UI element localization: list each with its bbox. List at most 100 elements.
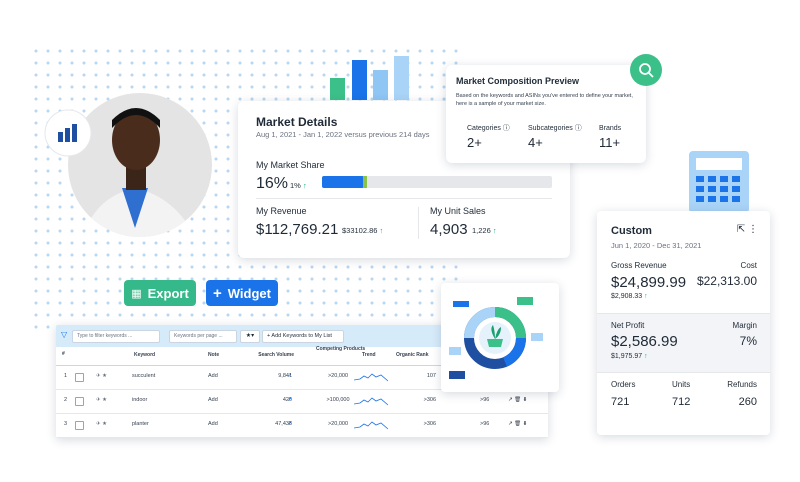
column-header: Organic Rank bbox=[396, 352, 429, 358]
change-value: $33102.86 bbox=[342, 226, 378, 235]
label: Orders bbox=[611, 380, 636, 389]
cell: 2 bbox=[64, 397, 68, 403]
filter-icon: ▽ bbox=[61, 330, 68, 339]
cell: succulent bbox=[132, 373, 156, 379]
row-checkbox bbox=[75, 421, 84, 430]
date-range: Aug 1, 2021 - Jan 1, 2022 versus previou… bbox=[256, 130, 430, 139]
label: Gross Revenue bbox=[611, 261, 667, 270]
label: Net Profit bbox=[611, 321, 645, 330]
cell: 47,438 bbox=[275, 421, 292, 427]
table-row bbox=[56, 365, 548, 390]
value: 16% bbox=[256, 175, 289, 192]
table-row bbox=[56, 389, 548, 414]
label: Margin bbox=[732, 321, 757, 330]
stat-value: 4+ bbox=[528, 135, 543, 150]
profile-photo bbox=[44, 93, 212, 237]
cell: >306 bbox=[423, 421, 436, 427]
add-keywords-button[interactable]: + Add Keywords to My List bbox=[262, 330, 344, 343]
row-icons: ✈ ★ bbox=[96, 373, 108, 379]
change-value: 1% bbox=[290, 181, 301, 190]
value: $112,769.21 bbox=[256, 221, 339, 238]
sparkline bbox=[354, 373, 388, 382]
column-header: Trend bbox=[362, 352, 376, 358]
sparkline bbox=[354, 421, 388, 430]
cell: >96 bbox=[480, 421, 490, 427]
column-header: Note bbox=[208, 352, 220, 358]
row-checkbox bbox=[75, 397, 84, 406]
change-value: $1,975.97 bbox=[611, 353, 643, 360]
bar-decoration bbox=[330, 56, 409, 100]
stat-label: Categories ⓘ bbox=[467, 125, 510, 132]
card-title: Market Details bbox=[256, 115, 338, 129]
label: My Market Share bbox=[256, 160, 325, 170]
widget-button[interactable]: + Widget bbox=[206, 280, 278, 306]
cell: 1 bbox=[64, 373, 68, 379]
actions[interactable]: ⇱ ⋮ bbox=[736, 224, 758, 235]
value: $22,313.00 bbox=[696, 274, 757, 288]
trend-icon: ↗ bbox=[287, 421, 292, 427]
cell: Add bbox=[208, 373, 218, 379]
donut-illustration bbox=[449, 297, 543, 379]
placeholder: Keywords per page ... bbox=[174, 333, 223, 339]
cell: indoor bbox=[132, 397, 148, 403]
cell: >306 bbox=[423, 397, 436, 403]
share-progress bbox=[322, 176, 552, 188]
value: $24,899.99 bbox=[611, 274, 687, 291]
custom-card: Custom ⇱ ⋮ Jun 1, 2020 - Dec 31, 2021 Gr… bbox=[597, 211, 770, 435]
divider bbox=[418, 207, 419, 239]
change-value: 1,226 bbox=[472, 226, 491, 235]
cell: 9,841 bbox=[278, 373, 292, 379]
label: Refunds bbox=[727, 380, 757, 389]
label: Cost bbox=[740, 261, 757, 270]
export-button[interactable]: ▦ Export bbox=[124, 280, 196, 306]
change-value: $2,908.33 bbox=[611, 293, 643, 300]
stat-label-text: Categories bbox=[467, 125, 501, 132]
header-row bbox=[56, 347, 548, 366]
change: $33102.86 ↑ bbox=[342, 226, 384, 235]
column-header: Keyword bbox=[134, 352, 156, 358]
card-title: Custom bbox=[611, 225, 652, 237]
value: $2,586.99 bbox=[611, 333, 678, 350]
row-icons: ✈ ★ bbox=[96, 421, 108, 427]
trend-sparkline bbox=[354, 421, 388, 430]
description: Based on the keywords and ASINs you've e… bbox=[456, 93, 633, 107]
row-actions: ↗ 🗑 ⬇ bbox=[508, 397, 528, 403]
cell: Add bbox=[208, 397, 218, 403]
star-select[interactable]: ★▾ bbox=[240, 330, 260, 343]
table-row bbox=[56, 413, 548, 438]
divider bbox=[256, 198, 552, 199]
change: $1,975.97 ↑ bbox=[611, 353, 648, 360]
column-header: Competing Products bbox=[316, 346, 366, 352]
value: 4,903 bbox=[430, 221, 468, 238]
column-header: Search Volume bbox=[258, 352, 294, 358]
label: My Unit Sales bbox=[430, 206, 486, 216]
label: Units bbox=[672, 380, 691, 389]
search-icon bbox=[630, 54, 662, 86]
button-label: Export bbox=[147, 285, 189, 301]
row-actions: ↗ 🗑 ⬇ bbox=[508, 421, 528, 427]
row-icons: ✈ ★ bbox=[96, 397, 108, 403]
stat-label: Brands bbox=[599, 125, 622, 132]
per-page-select[interactable]: Keywords per page ... bbox=[169, 330, 237, 343]
cell: Add bbox=[208, 421, 218, 427]
trend-sparkline bbox=[354, 397, 388, 406]
trend-sparkline bbox=[354, 373, 388, 382]
cell: planter bbox=[132, 421, 149, 427]
cell: >96 bbox=[480, 397, 490, 403]
profit-section bbox=[597, 313, 770, 373]
change: 1,226 ↑ bbox=[472, 226, 497, 235]
date-range: Jun 1, 2020 - Dec 31, 2021 bbox=[611, 241, 702, 250]
stat-value: 2+ bbox=[467, 135, 482, 150]
card-title: Market Composition Preview bbox=[456, 76, 580, 86]
composition-card: Market Composition Preview Based on the … bbox=[446, 65, 646, 163]
button-label: + Add Keywords to My List bbox=[267, 333, 332, 339]
stat-value: 11+ bbox=[599, 135, 621, 150]
cell: 107 bbox=[426, 373, 436, 379]
filter-input[interactable]: Type to filter keywords ... bbox=[72, 330, 160, 343]
stat-label: Subcategories ⓘ bbox=[528, 125, 582, 132]
stat-label-text: Subcategories bbox=[528, 125, 573, 132]
row-checkbox bbox=[75, 373, 84, 382]
trend-icon: ↗ bbox=[287, 397, 292, 403]
value: 260 bbox=[738, 396, 757, 408]
